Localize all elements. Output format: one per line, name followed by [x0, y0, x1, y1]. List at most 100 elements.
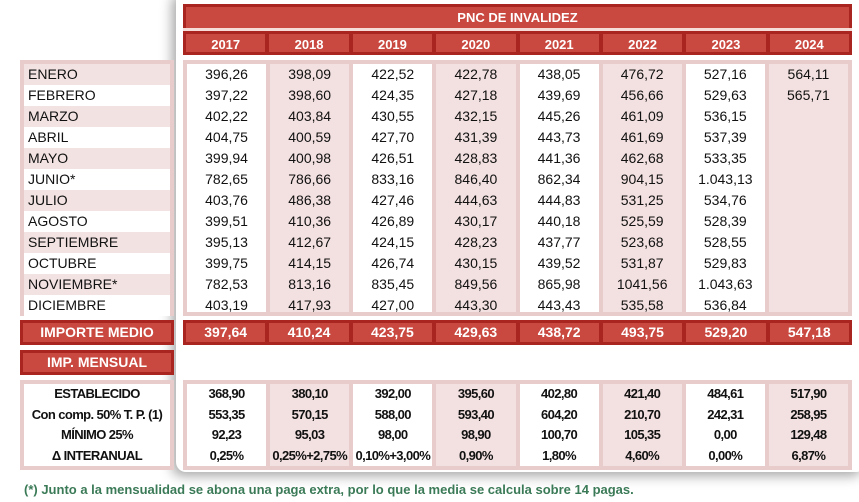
value-cell: 862,34	[537, 171, 581, 187]
value-cell	[769, 274, 848, 295]
mensual-cell: 129,48	[790, 427, 827, 442]
value-cell: 444,83	[537, 192, 581, 208]
month-label: OCTUBRE	[24, 253, 170, 274]
month-label: ENERO	[24, 64, 170, 85]
mensual-values-grid: 368,90 553,35 92,23 0,25% 380,10 570,15 95,03 0…	[183, 380, 852, 470]
value-cell: 531,25	[620, 192, 664, 208]
value-cell: 403,76	[205, 192, 248, 208]
value-cell: 1041,56	[616, 276, 668, 292]
year-column: 476,72 456,66 461,09 461,69 462,68 904,15 531,…	[602, 64, 682, 313]
month-label: ABRIL	[24, 127, 170, 148]
value-cell: 422,78	[454, 66, 498, 82]
value-cell	[769, 232, 848, 253]
value-cell: 564,11	[787, 66, 830, 82]
value-cell: 427,46	[371, 192, 415, 208]
value-cell: 1.043,63	[698, 276, 753, 292]
value-cell: 786,66	[288, 171, 332, 187]
importe-medio-cell: 438,72	[519, 323, 599, 342]
value-cell: 476,72	[620, 66, 664, 82]
value-cell	[769, 127, 848, 148]
value-cell	[769, 295, 848, 316]
value-cell: 402,22	[205, 108, 248, 124]
value-cell: 443,73	[537, 129, 581, 145]
value-cell: 1.043,13	[698, 171, 753, 187]
value-cell: 865,98	[537, 276, 581, 292]
importe-medio-cell: 493,75	[602, 323, 683, 342]
value-cell: 461,09	[620, 108, 664, 124]
value-cell: 533,35	[703, 150, 747, 166]
value-cell	[769, 148, 848, 169]
importe-medio-cell: 429,63	[436, 323, 516, 342]
mensual-column: 392,00 588,00 98,00 0,10%+3,00%	[353, 384, 433, 466]
mensual-cell: 517,90	[790, 386, 827, 401]
mensual-column: 402,80 604,20 100,70 1,80%	[519, 384, 599, 466]
value-cell: 531,87	[620, 255, 664, 271]
value-cell: 403,19	[205, 297, 248, 313]
mensual-label: Δ INTERANUAL	[24, 445, 170, 466]
value-cell: 430,15	[454, 255, 498, 271]
mensual-cell: 210,70	[624, 406, 661, 422]
year-header: 2017	[186, 34, 266, 52]
mensual-cell: 0,10%+3,00%	[355, 447, 431, 463]
importe-medio-values: 397,64 410,24 423,75 429,63 438,72 493,75 529,…	[183, 320, 852, 345]
mensual-column: 395,60 593,40 98,90 0,90%	[436, 384, 516, 466]
mensual-cell: 593,40	[457, 406, 495, 422]
monthly-values-grid: 396,26 397,22 402,22 404,75 399,94 782,65 403,…	[183, 60, 852, 316]
value-cell: 782,65	[205, 171, 248, 187]
mensual-cell: 553,35	[208, 406, 245, 422]
value-cell: 396,26	[205, 66, 248, 82]
value-cell: 536,15	[703, 108, 747, 124]
value-cell: 403,84	[288, 108, 332, 124]
mensual-cell: 98,00	[378, 427, 408, 442]
mensual-cell: 0,90%	[459, 447, 493, 463]
value-cell: 462,68	[620, 150, 664, 166]
mensual-cell: 392,00	[374, 386, 412, 401]
value-cell: 535,58	[620, 297, 664, 313]
value-cell: 400,59	[288, 129, 332, 145]
imp-mensual-label: IMP. MENSUAL	[20, 350, 174, 375]
mensual-cell: 0,00	[713, 427, 738, 442]
month-label: SEPTIEMBRE	[24, 232, 170, 253]
mensual-cell: 0,25%+2,75%	[272, 447, 348, 463]
value-cell: 414,15	[288, 255, 332, 271]
year-column: 422,78 427,18 432,15 431,39 428,83 846,40 444,…	[436, 64, 516, 313]
value-cell: 428,23	[454, 234, 498, 250]
importe-medio-cell: 397,64	[186, 323, 266, 342]
mensual-cell: 484,61	[707, 386, 744, 401]
mensual-cell: 402,80	[540, 386, 578, 401]
value-cell: 443,43	[537, 297, 581, 313]
mensual-label: Con comp. 50% T. P. (1)	[24, 404, 170, 425]
month-label: DICIEMBRE	[24, 295, 170, 316]
mensual-cell: 258,95	[790, 406, 827, 422]
value-cell: 399,75	[205, 255, 248, 271]
mensual-cell: 1,80%	[542, 447, 576, 463]
year-column: 527,16 529,63 536,15 537,39 533,35 1.043,13 53…	[685, 64, 765, 313]
value-cell: 430,55	[371, 108, 415, 124]
mensual-cell: 4,60%	[625, 447, 660, 463]
importe-medio-cell: 423,75	[352, 323, 433, 342]
value-cell: 398,09	[288, 66, 332, 82]
value-cell: 397,22	[205, 87, 248, 103]
year-column: 422,52 424,35 430,55 427,70 426,51 833,16 427,…	[353, 64, 433, 313]
year-header: 2023	[686, 34, 766, 52]
value-cell	[769, 253, 848, 274]
value-cell: 782,53	[205, 276, 248, 292]
importe-medio-label: IMPORTE MEDIO	[20, 320, 174, 345]
value-cell: 534,76	[703, 192, 747, 208]
mensual-cell: 242,31	[707, 406, 744, 422]
mensual-cell: 0,00%	[708, 447, 743, 463]
month-label: MAYO	[24, 148, 170, 169]
mensual-cell: 588,00	[374, 406, 412, 422]
value-cell	[769, 190, 848, 211]
value-cell: 461,69	[620, 129, 664, 145]
value-cell: 529,63	[703, 87, 747, 103]
value-cell: 444,63	[454, 192, 498, 208]
value-cell: 445,26	[537, 108, 581, 124]
value-cell: 399,94	[205, 150, 248, 166]
value-cell: 426,74	[371, 255, 415, 271]
value-cell: 426,89	[371, 213, 415, 229]
value-cell: 849,56	[454, 276, 498, 292]
value-cell: 813,16	[288, 276, 332, 292]
mensual-column: 421,40 210,70 105,35 4,60%	[602, 384, 682, 466]
value-cell: 528,55	[703, 234, 747, 250]
